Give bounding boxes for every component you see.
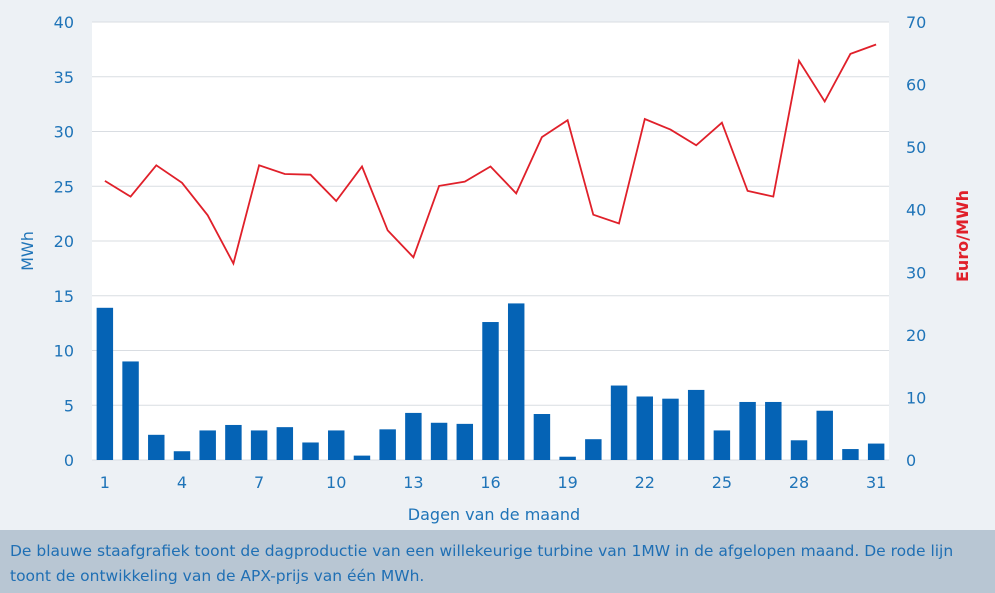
bar-day-10	[328, 430, 345, 460]
bar-day-2	[122, 361, 139, 460]
bar-day-8	[276, 427, 294, 460]
y2-tick-label: 50	[906, 138, 926, 157]
y2-tick-label: 60	[906, 76, 926, 95]
bar-day-13	[405, 412, 422, 460]
combo-chart: 0 5 10 15 20 25 30 35 40 0 10 20 30 40 50 60 70 1 4 7 10 13…	[18, 13, 972, 524]
y2-tick-label: 40	[906, 201, 926, 220]
y-tick-label: 20	[54, 232, 74, 251]
y-tick-label: 25	[54, 177, 74, 196]
bar-day-26	[739, 401, 756, 460]
bar-day-7	[250, 430, 268, 460]
price-line	[104, 43, 877, 266]
bar-day-3	[148, 434, 165, 460]
x-tick-label: 7	[254, 473, 264, 492]
y2-tick-label: 30	[906, 263, 926, 282]
x-tick-label: 13	[403, 473, 423, 492]
bar-day-11	[353, 455, 371, 460]
bar-day-4	[173, 451, 191, 460]
x-tick-label: 4	[177, 473, 187, 492]
y-tick-label: 35	[54, 68, 74, 87]
bar-day-9	[302, 442, 319, 460]
bar-day-27	[765, 401, 782, 460]
y2-tick-label: 10	[906, 388, 926, 407]
x-tick-label: 25	[712, 473, 732, 492]
x-tick-label: 19	[557, 473, 577, 492]
bar-day-20	[585, 439, 602, 460]
bar-day-21	[610, 385, 628, 460]
x-tick-label: 10	[326, 473, 346, 492]
x-tick-label: 16	[480, 473, 500, 492]
y-tick-label: 0	[64, 451, 74, 470]
y2-tick-label: 70	[906, 13, 926, 32]
bar-day-6	[225, 424, 242, 460]
bottom-axis-ticks: 1 4 7 10 13 16 19 22 25 28 31	[100, 473, 887, 492]
bar-day-1	[96, 307, 114, 460]
y-tick-label: 30	[54, 123, 74, 142]
y2-tick-label: 20	[906, 326, 926, 345]
y-tick-label: 5	[64, 396, 74, 415]
bar-day-18	[533, 414, 551, 460]
bar-day-30	[842, 449, 859, 460]
x-tick-label: 22	[635, 473, 655, 492]
bar-day-19	[559, 456, 576, 460]
bar-day-24	[687, 389, 705, 460]
chart-area: 0 5 10 15 20 25 30 35 40 0 10 20 30 40 50 60 70 1 4 7 10 13…	[18, 13, 972, 524]
bar-day-28	[790, 440, 808, 460]
y2-axis-title: Euro/MWh	[953, 190, 972, 282]
y-tick-label: 40	[54, 13, 74, 32]
bar-day-25	[713, 430, 731, 460]
bar-day-15	[456, 423, 474, 460]
x-tick-label: 1	[100, 473, 110, 492]
y-tick-label: 10	[54, 342, 74, 361]
x-tick-label: 28	[789, 473, 809, 492]
bar-day-29	[816, 410, 833, 460]
bar-day-17	[507, 303, 525, 460]
line-series	[104, 43, 877, 266]
left-axis-ticks: 0 5 10 15 20 25 30 35 40	[54, 13, 74, 470]
bar-day-16	[482, 322, 499, 460]
y2-tick-label: 0	[906, 451, 916, 470]
x-axis-title: Dagen van de maand	[408, 505, 580, 524]
bar-day-22	[636, 396, 653, 460]
y-tick-label: 15	[54, 287, 74, 306]
bar-day-12	[379, 429, 396, 460]
bar-day-14	[430, 422, 448, 460]
y-axis-title: MWh	[18, 231, 37, 271]
bar-day-5	[199, 430, 216, 460]
chart-caption: De blauwe staafgrafiek toont de dagprodu…	[0, 530, 995, 593]
bar-series	[96, 303, 885, 460]
bar-day-23	[662, 398, 679, 460]
x-tick-label: 31	[866, 473, 886, 492]
right-axis-ticks: 0 10 20 30 40 50 60 70	[906, 13, 926, 470]
bar-day-31	[867, 443, 885, 460]
